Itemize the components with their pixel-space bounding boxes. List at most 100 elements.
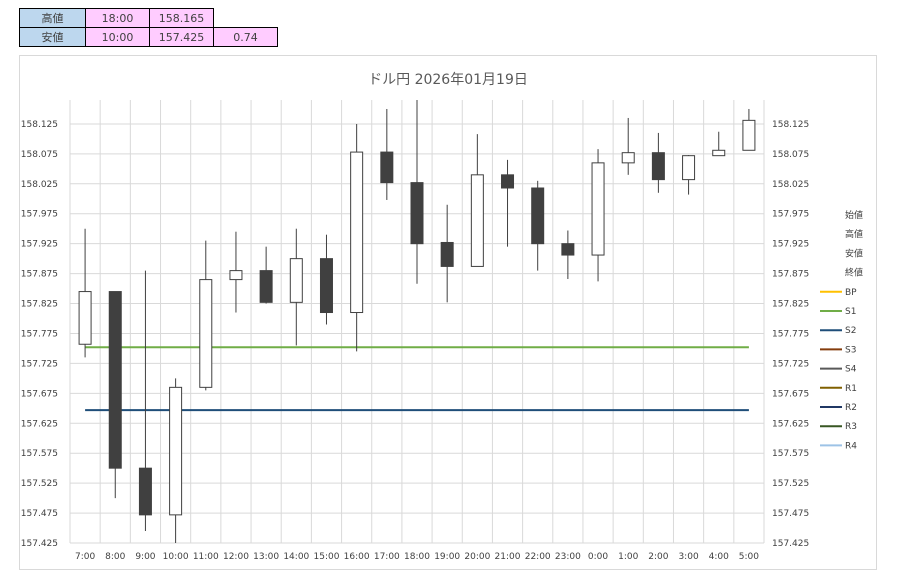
candle (289, 228, 303, 346)
candle (229, 231, 243, 313)
y-tick-label-left: 157.775 (21, 329, 58, 339)
candle-body (621, 152, 635, 164)
y-axis-right: 158.125 158.075 158.025 157.975 157.925 157.8… (772, 120, 809, 549)
legend-label: S4 (845, 365, 857, 375)
y-tick-label-left: 158.075 (21, 150, 58, 160)
legend-item: S2 (820, 326, 856, 336)
y-tick-label-right: 158.025 (772, 180, 809, 190)
x-tick-label: 11:00 (193, 552, 219, 562)
x-tick-label: 4:00 (709, 552, 729, 562)
summary-price-high: 158.165 (149, 8, 214, 28)
y-tick-label-right: 158.125 (772, 120, 809, 130)
legend-label: 始値 (845, 209, 863, 221)
candle (169, 378, 183, 543)
summary-time-high: 18:00 (85, 8, 150, 28)
x-tick-label: 10:00 (163, 552, 189, 562)
y-tick-label-left: 157.975 (21, 210, 58, 220)
x-tick-label: 19:00 (434, 552, 460, 562)
y-tick-label-right: 157.675 (772, 389, 809, 399)
candle (78, 228, 92, 358)
candle-body (380, 151, 394, 184)
candle (561, 230, 575, 279)
legend-item: R4 (820, 441, 857, 451)
chart-grid (69, 100, 765, 544)
legend-label: S3 (845, 345, 856, 355)
candle-body (78, 291, 92, 345)
candle-body (591, 162, 605, 256)
candle-body (199, 279, 213, 388)
y-tick-label-left: 157.925 (21, 240, 58, 250)
candle (259, 246, 273, 304)
legend-label: R2 (845, 403, 857, 413)
x-tick-label: 3:00 (678, 552, 698, 562)
candle (380, 108, 394, 200)
candle-body (470, 174, 484, 267)
candle (108, 291, 122, 499)
candle-body (289, 258, 303, 303)
x-tick-label: 12:00 (223, 552, 249, 562)
candle-body (651, 152, 665, 181)
legend-label: 高値 (845, 228, 863, 240)
summary-label-low: 安値 (19, 27, 86, 47)
legend-item: R2 (820, 403, 857, 413)
legend-item: BP (820, 288, 857, 298)
candle (199, 240, 213, 391)
y-axis-left: 158.125 158.075 158.025 157.975 157.925 157.8… (21, 120, 58, 549)
legend-item: S4 (820, 365, 857, 375)
summary-table: 高値 18:00 158.165 安値 10:00 157.425 0.74 (19, 8, 278, 47)
candle (742, 108, 756, 151)
y-tick-label-left: 158.025 (21, 180, 58, 190)
candle-body (138, 467, 152, 516)
candle (410, 100, 424, 284)
x-tick-label: 14:00 (283, 552, 309, 562)
legend-item: R3 (820, 422, 857, 432)
candle (319, 234, 333, 325)
y-tick-label-right: 157.475 (772, 509, 809, 519)
x-tick-label: 21:00 (495, 552, 521, 562)
candle-body (682, 155, 696, 181)
y-tick-label-left: 158.125 (21, 120, 58, 130)
legend-item: 高値 (845, 228, 863, 240)
legend-label: S2 (845, 326, 856, 336)
y-tick-label-right: 157.575 (772, 449, 809, 459)
candle-body (742, 119, 756, 151)
legend-label: 終値 (845, 267, 863, 279)
y-tick-label-left: 157.525 (21, 479, 58, 489)
candle-body (501, 174, 515, 189)
x-tick-label: 5:00 (739, 552, 759, 562)
x-tick-label: 20:00 (464, 552, 490, 562)
y-tick-label-right: 157.975 (772, 210, 809, 220)
x-tick-label: 15:00 (314, 552, 340, 562)
legend-label: 安値 (845, 247, 863, 259)
legend-item: 始値 (845, 209, 863, 221)
candle (651, 132, 665, 193)
y-tick-label-left: 157.825 (21, 300, 58, 310)
candle (440, 204, 454, 303)
summary-row-high: 高値 18:00 158.165 (19, 8, 278, 28)
y-tick-label-right: 157.425 (772, 539, 809, 549)
y-tick-label-left: 157.675 (21, 389, 58, 399)
candle (712, 131, 726, 157)
x-tick-label: 22:00 (525, 552, 551, 562)
legend-item: S1 (820, 307, 856, 317)
legend-label: S1 (845, 307, 856, 317)
y-tick-label-right: 157.525 (772, 479, 809, 489)
x-tick-label: 1:00 (618, 552, 638, 562)
candle-body (531, 187, 545, 245)
candle (138, 270, 152, 532)
summary-time-low: 10:00 (85, 27, 150, 47)
summary-label-high: 高値 (19, 8, 86, 28)
y-tick-label-right: 158.075 (772, 150, 809, 160)
x-tick-label: 17:00 (374, 552, 400, 562)
legend-item: 安値 (845, 247, 863, 259)
x-tick-label: 18:00 (404, 552, 430, 562)
legend-label: R4 (845, 441, 857, 451)
legend-label: BP (845, 288, 857, 298)
candle-body (108, 291, 122, 469)
y-tick-label-left: 157.725 (21, 359, 58, 369)
legend-item: 終値 (845, 267, 863, 279)
candle-body (350, 151, 364, 314)
candle (501, 159, 515, 247)
legend-item: S3 (820, 345, 856, 355)
